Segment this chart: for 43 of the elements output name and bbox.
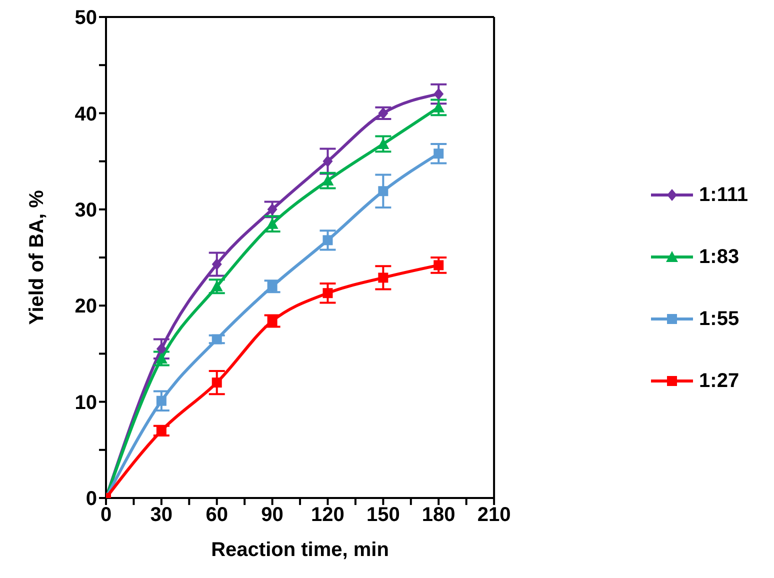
point bbox=[434, 88, 444, 100]
x-tick-label: 60 bbox=[206, 504, 228, 526]
y-tick-label: 50 bbox=[74, 7, 97, 30]
point bbox=[434, 260, 444, 270]
point bbox=[377, 138, 390, 149]
legend-label: 1:111 bbox=[699, 184, 748, 206]
x-tick-label: 0 bbox=[100, 504, 112, 526]
point bbox=[378, 272, 388, 283]
x-tick-label: 120 bbox=[311, 504, 344, 526]
point bbox=[322, 288, 333, 298]
point bbox=[212, 258, 222, 270]
y-tick-label: 0 bbox=[86, 488, 97, 510]
x-tick-label: 180 bbox=[422, 504, 456, 526]
point bbox=[212, 378, 222, 388]
point bbox=[434, 148, 444, 159]
point bbox=[155, 352, 168, 364]
point bbox=[267, 203, 278, 216]
x-tick-label: 210 bbox=[477, 504, 511, 526]
legend-label: 1:55 bbox=[699, 308, 740, 330]
point bbox=[267, 281, 278, 292]
point bbox=[212, 334, 222, 344]
point bbox=[266, 218, 278, 229]
point bbox=[378, 186, 388, 196]
point bbox=[267, 316, 278, 326]
point bbox=[432, 101, 445, 112]
legend-label: 1:83 bbox=[699, 246, 740, 268]
point bbox=[322, 155, 333, 168]
point bbox=[210, 280, 223, 292]
point bbox=[156, 342, 166, 355]
point bbox=[156, 396, 166, 406]
y-tick-label: 30 bbox=[74, 200, 97, 222]
y-tick-label: 40 bbox=[74, 103, 97, 126]
y-tick-label: 20 bbox=[74, 296, 97, 318]
point bbox=[378, 107, 388, 120]
x-tick-label: 150 bbox=[366, 504, 400, 526]
x-axis-title: Reaction time, min bbox=[211, 539, 389, 561]
point bbox=[156, 426, 166, 436]
point bbox=[322, 235, 333, 246]
y-axis-title: Yield of BA, % bbox=[26, 190, 48, 325]
y-tick-label: 10 bbox=[74, 392, 97, 414]
x-tick-label: 90 bbox=[261, 504, 284, 526]
legend-label: 1:27 bbox=[699, 370, 740, 392]
x-tick-label: 30 bbox=[150, 504, 173, 526]
